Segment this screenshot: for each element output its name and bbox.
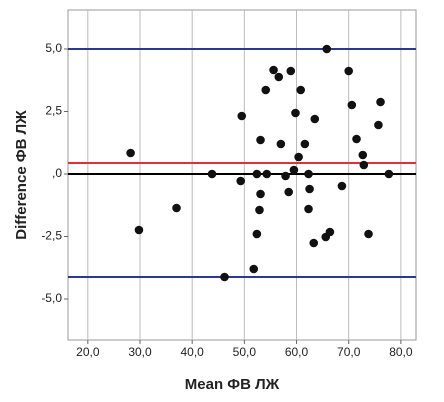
point	[310, 114, 320, 124]
x-tick-label: 40,0	[180, 345, 204, 359]
point	[300, 139, 310, 149]
point	[364, 229, 373, 239]
y-tick-label: 2,5	[45, 104, 62, 118]
x-tick-label: 50,0	[233, 345, 257, 359]
point	[352, 134, 361, 144]
point	[374, 120, 383, 130]
point	[252, 169, 262, 179]
point	[304, 169, 313, 179]
point	[261, 85, 271, 95]
point	[284, 187, 293, 197]
y-tick-label: ,0	[52, 166, 62, 180]
y-tick-label: 5,0	[45, 41, 62, 55]
point	[237, 111, 247, 121]
point	[296, 85, 305, 95]
point	[322, 44, 332, 54]
y-axis-title: Difference ФВ ЛЖ	[13, 110, 30, 240]
x-tick-label: 30,0	[128, 345, 152, 359]
point	[252, 229, 262, 239]
point	[358, 150, 368, 160]
point	[207, 169, 217, 179]
point	[291, 108, 300, 118]
point	[384, 169, 394, 179]
point	[220, 272, 229, 282]
point	[304, 204, 313, 214]
point	[274, 72, 284, 82]
point	[249, 264, 259, 274]
point	[359, 160, 369, 170]
point	[172, 203, 181, 213]
point	[281, 171, 290, 181]
point	[286, 66, 296, 76]
x-tick-label: 70,0	[337, 345, 361, 359]
point	[325, 227, 335, 237]
point	[309, 238, 319, 248]
point	[376, 97, 385, 107]
x-axis-title: Mean ФВ ЛЖ	[185, 376, 280, 393]
x-tick-label: 20,0	[76, 345, 100, 359]
x-tick-label: 60,0	[285, 345, 309, 359]
point	[262, 169, 272, 179]
y-tick-label: -5,0	[41, 291, 62, 305]
point	[305, 184, 314, 194]
point	[269, 65, 278, 75]
point	[289, 165, 299, 175]
point	[256, 135, 265, 145]
point	[255, 205, 264, 215]
point	[236, 176, 245, 186]
x-tick-label: 80,0	[389, 345, 413, 359]
point	[344, 66, 353, 76]
point	[294, 152, 303, 162]
y-tick-label: -2,5	[41, 229, 62, 243]
point	[256, 189, 265, 199]
point	[347, 100, 357, 110]
point	[134, 225, 144, 235]
point	[276, 139, 286, 149]
point	[337, 181, 347, 191]
point	[126, 148, 135, 158]
